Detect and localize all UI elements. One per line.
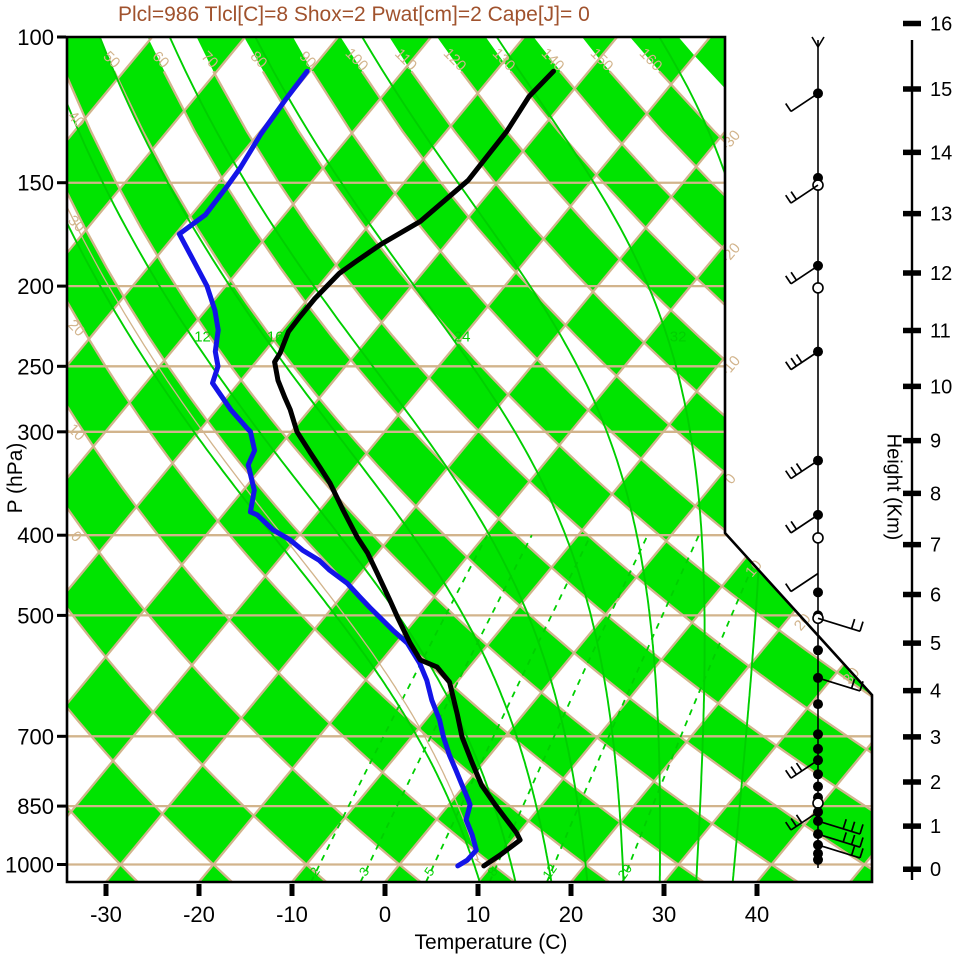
wind-barb-icon — [790, 811, 819, 831]
height-tick-label: 0 — [930, 859, 941, 881]
parcel-curve — [67, 71, 485, 867]
wind-barb-icon — [817, 677, 861, 692]
svg-text:3: 3 — [356, 864, 372, 879]
height-axis-label: Height (Km) — [882, 433, 905, 541]
svg-text:20: 20 — [615, 861, 636, 881]
wind-level-dot-icon — [813, 587, 823, 598]
temperature-tick-label: -20 — [183, 902, 215, 927]
height-tick-label: 8 — [930, 483, 941, 505]
pressure-axis: 100 150 200 250 300 400 500 700 850 1000 — [5, 25, 66, 878]
svg-text:20: 20 — [791, 611, 815, 635]
height-tick-label: 6 — [930, 585, 941, 607]
wind-level-dot-icon — [813, 743, 823, 754]
wind-level-dot-icon — [813, 729, 823, 740]
temperature-tick-label: 10 — [466, 902, 490, 927]
wind-barb-icon — [790, 265, 819, 285]
wind-level-dot-icon — [813, 645, 823, 656]
wind-barb-icon — [790, 184, 819, 204]
pressure-tick-label: 400 — [17, 523, 54, 548]
dewpoint-curve — [176, 68, 479, 869]
moist-and-mixing-lines — [67, 37, 768, 882]
wind-barb-icon — [790, 759, 819, 779]
height-tick-label: 4 — [930, 681, 941, 703]
pressure-tick-label: 700 — [17, 724, 54, 749]
wind-barb-icon — [790, 572, 819, 593]
temperature-tick-label: -10 — [276, 902, 308, 927]
wind-level-dot-icon — [813, 781, 823, 792]
wind-barb-icon — [817, 820, 861, 835]
temperature-tick-label: 30 — [652, 902, 676, 927]
temperature-tick-label: -30 — [90, 902, 122, 927]
pressure-tick-label: 250 — [17, 354, 54, 379]
staff-top-fork-icon — [811, 36, 825, 49]
height-tick-label: 7 — [930, 535, 941, 557]
wind-barb-icon — [817, 833, 861, 848]
height-tick-label: 13 — [930, 204, 952, 226]
wind-barb-column — [784, 36, 864, 868]
height-tick-label: 5 — [930, 633, 941, 655]
wind-barb-icon — [790, 350, 819, 371]
sounding-curves — [67, 68, 556, 869]
pressure-tick-label: 300 — [17, 420, 54, 445]
chart-title: Plcl=986 Tlcl[C]=8 Shox=2 Pwat[cm]=2 Cap… — [118, 3, 590, 26]
svg-text:5: 5 — [421, 864, 437, 879]
wind-barb-icon — [790, 92, 819, 113]
temperature-tick-label: 0 — [379, 902, 391, 927]
pressure-tick-label: 150 — [17, 171, 54, 196]
plot-border — [65, 35, 874, 884]
wind-barb-icon — [790, 459, 819, 480]
temperature-tick-label: 20 — [559, 902, 583, 927]
svg-text:24: 24 — [454, 328, 471, 345]
height-tick-label: 1 — [930, 816, 941, 838]
pressure-tick-label: 200 — [17, 274, 54, 299]
pressure-axis-label: P (hPa) — [4, 442, 27, 514]
wind-level-dot-icon — [813, 854, 823, 865]
height-tick-label: 15 — [930, 79, 952, 101]
height-tick-label: 9 — [930, 431, 941, 453]
height-tick-label: 2 — [930, 772, 941, 794]
pressure-tick-label: 1000 — [5, 853, 54, 878]
temperature-tick-label: 40 — [745, 902, 769, 927]
svg-text:32: 32 — [670, 328, 687, 345]
wind-level-dot-icon — [813, 769, 823, 780]
pressure-tick-label: 850 — [17, 794, 54, 819]
wind-level-circle-icon — [812, 797, 824, 809]
pressure-tick-label: 500 — [17, 603, 54, 628]
temperature-axis-label: Temperature (C) — [414, 931, 568, 954]
wind-barb-icon — [790, 514, 819, 534]
wind-level-circle-icon — [812, 282, 824, 294]
height-tick-label: 10 — [930, 376, 952, 398]
height-tick-label: 12 — [930, 263, 952, 285]
svg-text:12: 12 — [539, 861, 560, 881]
wind-barb-icon — [817, 844, 861, 859]
svg-text:16: 16 — [267, 328, 284, 345]
pressure-tick-label: 100 — [17, 25, 54, 50]
svg-text:0: 0 — [67, 528, 85, 546]
temperature-curve — [272, 68, 556, 869]
wind-level-circle-icon — [812, 532, 824, 544]
temperature-axis: -30 -20 -10 0 10 20 30 40 — [90, 884, 769, 927]
height-tick-label: 3 — [930, 727, 941, 749]
wind-barb-icon — [817, 617, 861, 633]
height-tick-label: 16 — [930, 14, 952, 36]
svg-text:-30: -30 — [717, 127, 744, 155]
svg-text:12: 12 — [194, 328, 211, 345]
wind-level-dot-icon — [813, 699, 823, 710]
height-tick-label: 11 — [930, 321, 951, 343]
height-tick-label: 14 — [930, 142, 952, 164]
